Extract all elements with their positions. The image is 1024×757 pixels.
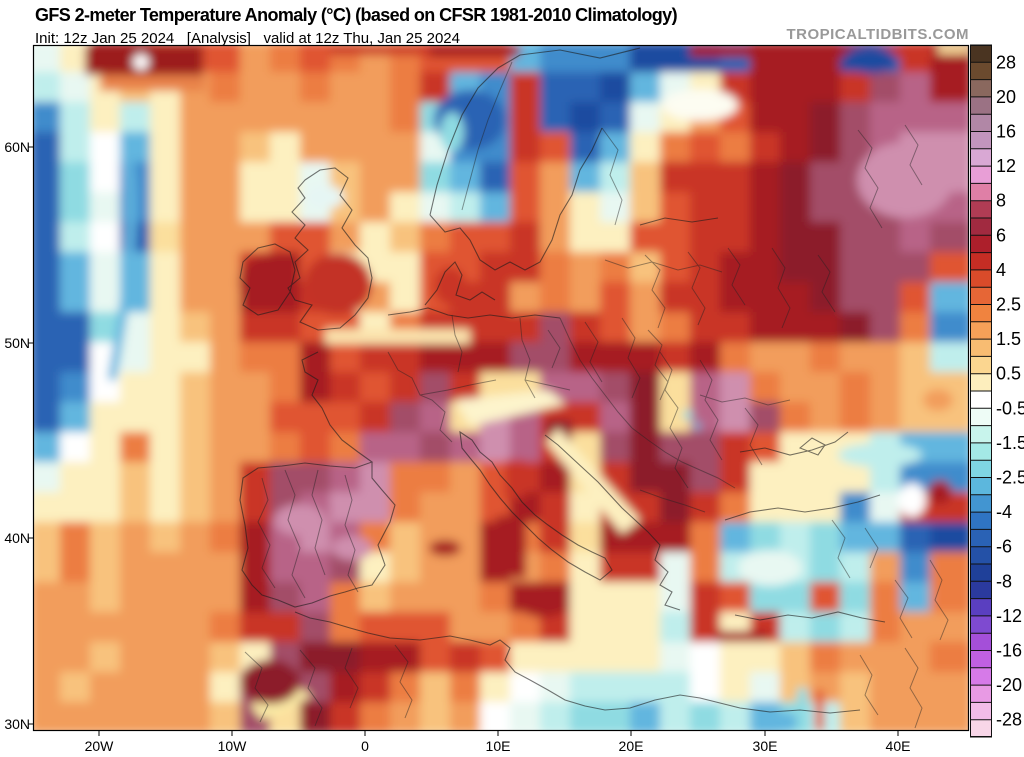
svg-text:20E: 20E xyxy=(619,738,644,754)
svg-text:-1.5: -1.5 xyxy=(996,433,1024,453)
svg-text:-8: -8 xyxy=(996,571,1012,591)
svg-text:8: 8 xyxy=(996,191,1006,211)
svg-text:40N: 40N xyxy=(4,530,30,546)
svg-text:1.5: 1.5 xyxy=(996,329,1021,349)
svg-text:-2.5: -2.5 xyxy=(996,468,1024,488)
svg-text:10W: 10W xyxy=(218,738,248,754)
svg-text:28: 28 xyxy=(996,52,1016,72)
svg-text:60N: 60N xyxy=(4,139,30,155)
svg-text:-0.5: -0.5 xyxy=(996,398,1024,418)
svg-text:50N: 50N xyxy=(4,335,30,351)
svg-text:-28: -28 xyxy=(996,710,1022,730)
svg-text:30N: 30N xyxy=(4,716,30,732)
svg-text:20: 20 xyxy=(996,87,1016,107)
svg-text:2.5: 2.5 xyxy=(996,295,1021,315)
svg-text:0: 0 xyxy=(361,738,369,754)
svg-text:-4: -4 xyxy=(996,502,1012,522)
svg-text:0.5: 0.5 xyxy=(996,364,1021,384)
svg-text:40E: 40E xyxy=(886,738,911,754)
svg-text:-20: -20 xyxy=(996,675,1022,695)
svg-text:-6: -6 xyxy=(996,537,1012,557)
svg-text:-16: -16 xyxy=(996,641,1022,661)
svg-text:4: 4 xyxy=(996,260,1006,280)
svg-text:10E: 10E xyxy=(486,738,511,754)
svg-text:16: 16 xyxy=(996,122,1016,142)
svg-text:6: 6 xyxy=(996,225,1006,245)
svg-text:-12: -12 xyxy=(996,606,1022,626)
svg-text:20W: 20W xyxy=(85,738,115,754)
svg-text:12: 12 xyxy=(996,156,1016,176)
svg-text:30E: 30E xyxy=(753,738,778,754)
